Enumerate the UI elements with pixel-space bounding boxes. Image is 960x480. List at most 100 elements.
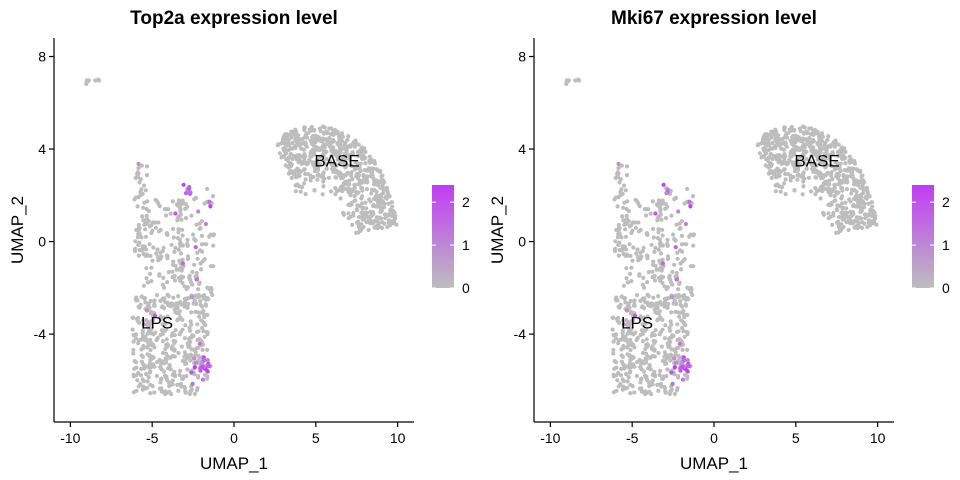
cell-point [144,253,149,258]
cluster-label: LPS [621,314,653,333]
cell-point [338,150,343,155]
cell-point [652,307,657,312]
cell-point [611,351,616,356]
cell-point [189,213,194,218]
cell-point [807,126,812,131]
cell-point [682,257,687,262]
cell-point [682,334,687,339]
cell-point [165,342,170,347]
cell-point [838,228,843,233]
cell-point [626,209,631,214]
cell-point [642,360,647,365]
cell-point [627,242,632,247]
cell-point [666,296,671,301]
cell-point [689,287,694,292]
cell-point [621,384,626,389]
cell-point [200,325,205,331]
cell-point [151,303,156,308]
cell-point [140,214,145,219]
cell-point [823,179,828,184]
cell-point [690,292,695,298]
cell-point [680,294,685,299]
cell-point [636,229,642,234]
cell-point [665,237,670,242]
cell-point [179,344,184,349]
cell-point [788,178,793,183]
cell-point [769,163,774,169]
cell-point [813,192,818,197]
cell-point [616,253,621,258]
cell-point [199,219,204,224]
cell-point [783,177,788,182]
cell-point [187,337,192,342]
color-legend: 0 1 2 [912,185,950,296]
cell-point [141,218,146,223]
cell-point [340,158,345,163]
cell-point [671,333,676,338]
cell-point [360,213,365,218]
cell-point [344,149,349,154]
cell-point [161,369,167,374]
cell-point [763,151,769,156]
cell-point [669,213,674,218]
cell-point [621,362,626,367]
cell-point [683,221,688,227]
cell-point [672,356,677,361]
cell-point [652,278,658,283]
cell-point [163,213,169,218]
cell-point [628,391,633,396]
cell-point [623,234,628,239]
cell-point [286,139,291,145]
cell-point [200,347,205,352]
cell-point [356,173,361,178]
cell-point [144,266,149,271]
cell-point [836,173,841,178]
cell-point [664,356,669,361]
cell-point [328,159,333,164]
cell-point [153,220,158,225]
cell-point [621,379,626,384]
cell-point [289,175,294,180]
cell-point [624,247,629,252]
cell-point [641,245,646,250]
cell-point [820,134,825,139]
cell-point [289,129,294,134]
cell-point [617,240,622,245]
cell-point [176,350,181,356]
cell-point [629,279,634,284]
points-layer [84,77,399,397]
cell-point [180,227,185,232]
cell-point [666,254,671,259]
cell-point [333,192,338,197]
cell-point [131,351,136,356]
cell-point [769,129,774,134]
cell-point [211,243,216,248]
cell-point [278,141,283,146]
cell-point [688,204,693,209]
cell-point [196,209,201,214]
cell-point [629,342,634,347]
cell-point [849,191,854,196]
cell-point [691,232,696,237]
cell-point [144,371,149,377]
cell-point [612,366,617,371]
cell-point [624,308,629,313]
cell-point [656,275,662,280]
cell-point [178,315,183,320]
cell-point [841,178,846,183]
cell-point [176,230,181,235]
cell-point [192,298,197,303]
cell-point [160,282,165,287]
cell-point [683,322,688,328]
cell-point [364,187,370,192]
cell-point [329,148,334,154]
cell-point [356,150,361,155]
cell-point [826,211,831,216]
cell-point [366,227,371,233]
cell-point [301,167,306,172]
cell-point [144,173,149,178]
plot-title: Mki67 expression level [611,8,817,29]
x-tick-label: 5 [312,430,320,446]
cell-point [149,222,154,227]
cell-point [783,171,788,177]
